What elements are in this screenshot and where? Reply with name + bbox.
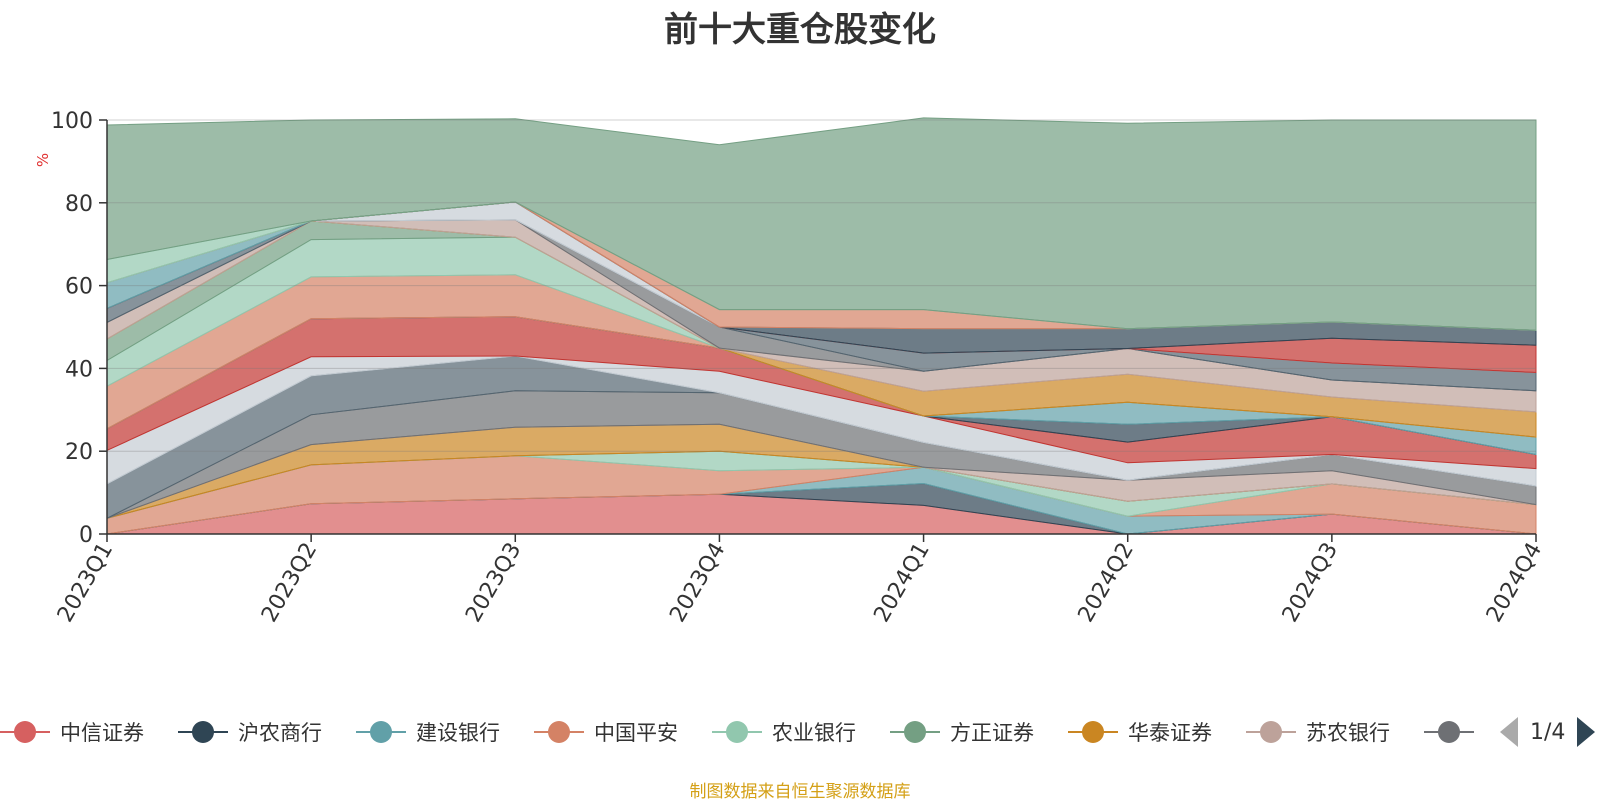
legend-next-page-button[interactable] [1577, 717, 1596, 747]
y-tick-label: 80 [65, 192, 93, 217]
legend-marker-icon [1068, 717, 1118, 747]
legend-item[interactable]: 农业银行 [712, 712, 856, 752]
area-layers [106, 117, 1537, 535]
legend-marker-icon [0, 717, 50, 747]
area-series-27 [106, 117, 1537, 331]
legend-item[interactable]: 中信证券 [0, 712, 144, 752]
x-tick-label: 2023Q1 [53, 539, 118, 627]
legend-page-indicator: 1/4 [1530, 719, 1566, 745]
y-axis-unit: % [34, 153, 52, 167]
y-tick-label: 60 [65, 275, 93, 300]
legend-marker-icon [178, 717, 228, 747]
legend-item[interactable]: 方正证券 [890, 712, 1034, 752]
legend-label: 沪农商行 [238, 721, 322, 745]
legend-label: 苏农银行 [1306, 721, 1390, 745]
legend-item[interactable]: 沪农商行 [178, 712, 322, 752]
y-tick-label: 0 [79, 523, 93, 548]
legend-marker-icon [1424, 717, 1474, 747]
x-tick-label: 2024Q3 [1278, 539, 1343, 627]
legend-item[interactable]: 建设银行 [356, 712, 500, 752]
legend-label: 农业银行 [772, 721, 856, 745]
x-tick-label: 2023Q3 [461, 539, 526, 627]
legend-prev-page-button[interactable] [1500, 717, 1518, 747]
x-tick-label: 2024Q2 [1074, 539, 1139, 627]
legend-label: 中信证券 [60, 721, 144, 745]
grid-lines [107, 119, 1536, 452]
chart-title: 前十大重仓股变化 [664, 10, 936, 50]
x-tick-label: 2024Q1 [869, 539, 934, 627]
x-tick-label: 2024Q4 [1482, 539, 1547, 627]
y-tick-label: 20 [65, 440, 93, 465]
x-tick-label: 2023Q2 [257, 539, 322, 627]
legend: 中信证券 沪农商行 建设银行 中国平安 农业银行 方正证券 华泰证券 苏农银行 江苏银行 [0, 712, 1480, 752]
x-tick-label: 2023Q4 [665, 539, 730, 627]
legend-marker-icon [534, 717, 584, 747]
data-source-note: 制图数据来自恒生聚源数据库 [689, 782, 911, 802]
y-tick-label: 40 [65, 357, 93, 382]
legend-label: 方正证券 [950, 721, 1034, 745]
legend-label: 中国平安 [594, 721, 678, 745]
legend-pager: 1/4 [1500, 712, 1596, 752]
legend-marker-icon [1246, 717, 1296, 747]
legend-marker-icon [890, 717, 940, 747]
y-tick-label: 100 [51, 109, 93, 134]
legend-item[interactable]: 中国平安 [534, 712, 678, 752]
legend-label: 建设银行 [416, 721, 500, 745]
legend-item[interactable]: 苏农银行 [1246, 712, 1390, 752]
legend-marker-icon [356, 717, 406, 747]
legend-marker-icon [712, 717, 762, 747]
legend-label: 华泰证券 [1128, 721, 1212, 745]
legend-item[interactable]: 江苏银行 [1424, 712, 1480, 752]
legend-item[interactable]: 华泰证券 [1068, 712, 1212, 752]
